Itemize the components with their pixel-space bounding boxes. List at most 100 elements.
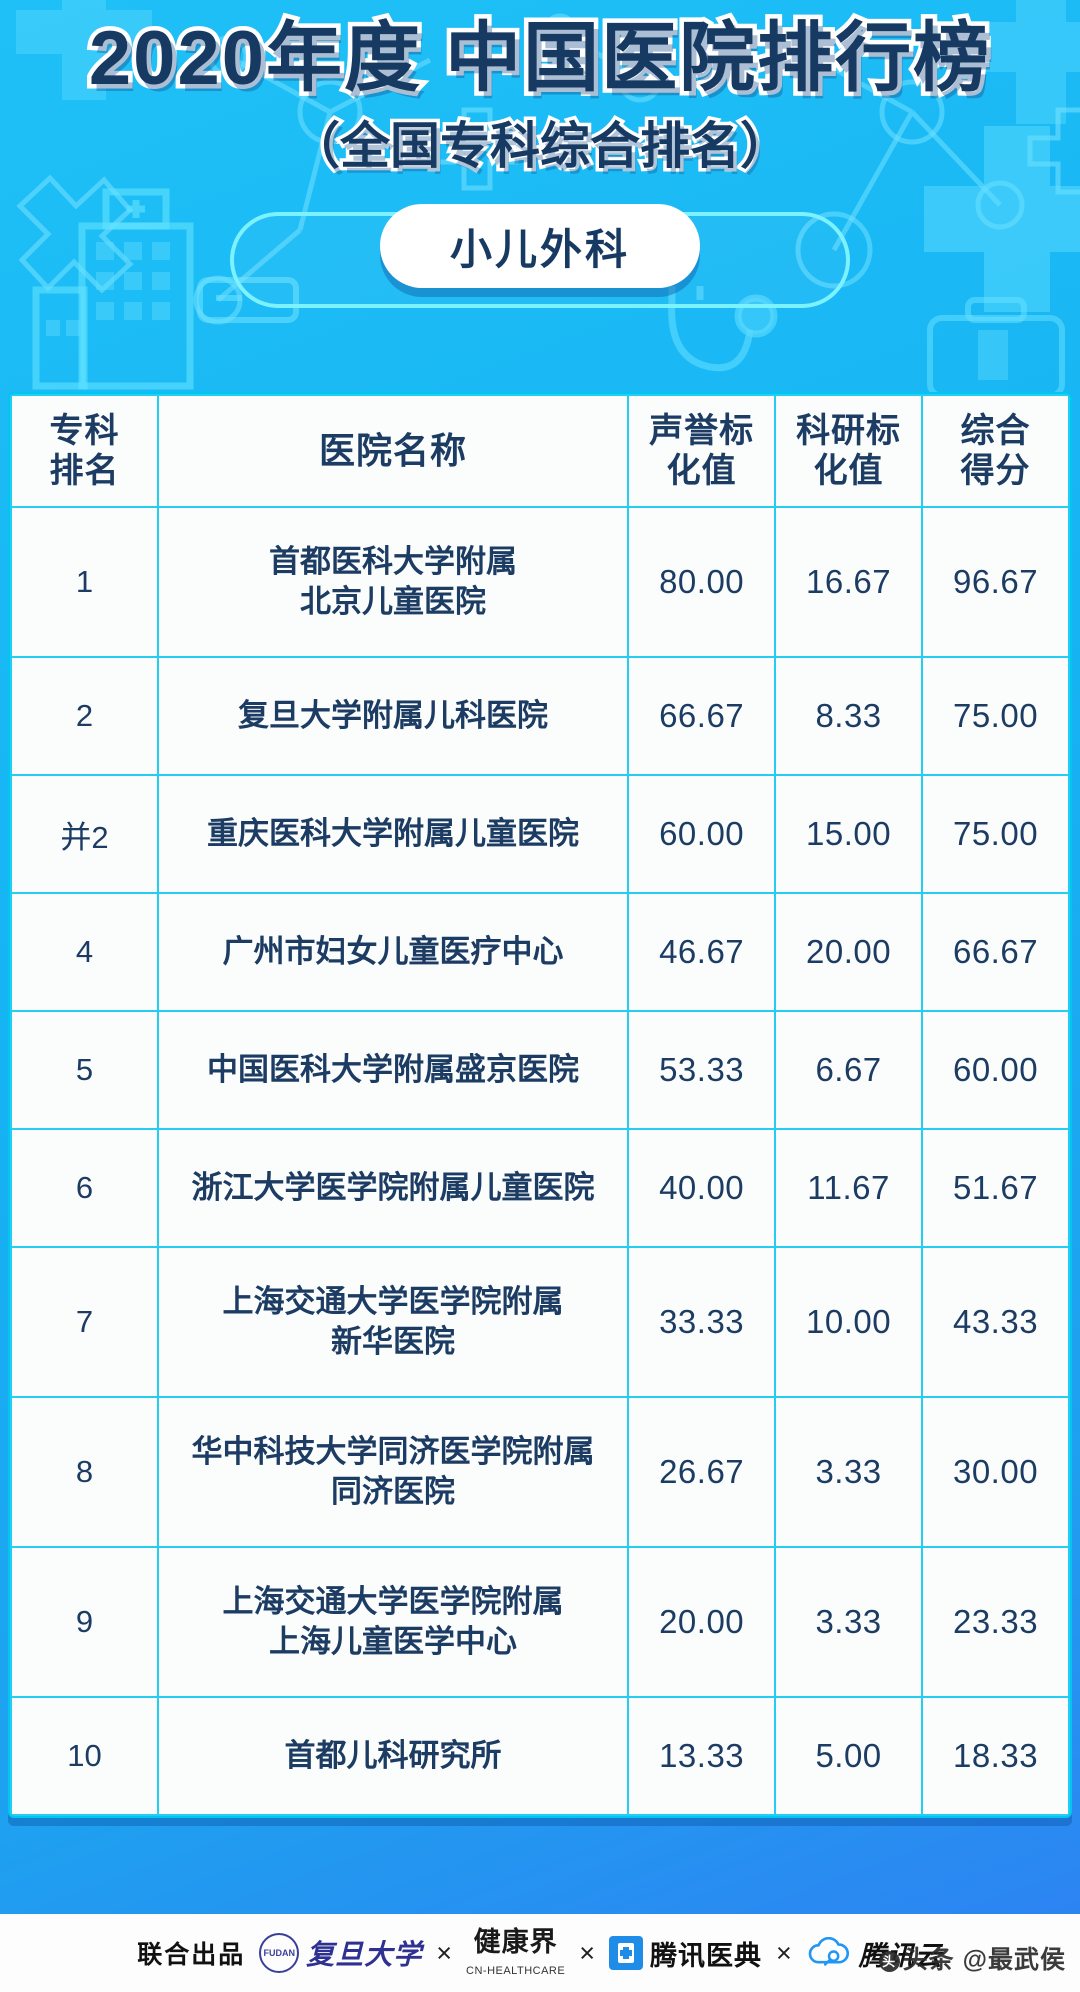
cell-total-score: 60.00	[921, 1010, 1070, 1130]
cell-reputation-score: 33.33	[627, 1246, 777, 1398]
table-header-row: 专科 排名 医院名称 声誉标 化值 科研标 化值 综合	[10, 394, 1070, 508]
cross-horizontal	[620, 1950, 632, 1956]
cell-rank: 7	[10, 1246, 159, 1398]
hospital-name-line2: 同济医院	[331, 1474, 456, 1509]
column-header-reputation-score: 声誉标 化值	[627, 394, 777, 508]
cell-reputation-score: 53.33	[627, 1010, 777, 1130]
hospital-name-line1: 重庆医科大学附属儿童医院	[207, 815, 580, 851]
cell-rank: 10	[10, 1696, 159, 1816]
footer-produced-by-label: 联合出品	[137, 1941, 246, 1969]
cell-hospital-name: 首都医科大学附属 北京儿童医院	[156, 506, 630, 658]
column-header-research-score: 科研标 化值	[774, 394, 924, 508]
cell-rank: 5	[10, 1010, 159, 1130]
table-row: 并2 重庆医科大学附属儿童医院 60.00 15.00 75.00	[10, 774, 1070, 894]
cell-hospital-name: 浙江大学医学院附属儿童医院	[156, 1128, 630, 1248]
cell-rank: 6	[10, 1128, 159, 1248]
cell-hospital-name: 复旦大学附属儿科医院	[156, 656, 630, 776]
hospital-name-line1: 广州市妇女儿童医疗中心	[222, 933, 564, 969]
hospital-name-line1: 首都医科大学附属	[269, 543, 518, 579]
cell-total-score: 43.33	[921, 1246, 1070, 1398]
cell-rank: 4	[10, 892, 159, 1012]
cell-research-score: 5.00	[774, 1696, 924, 1816]
specialty-badge-label: 小儿外科	[449, 225, 630, 273]
cell-research-score: 3.33	[774, 1396, 924, 1548]
cell-hospital-name: 华中科技大学同济医学院附属 同济医院	[156, 1396, 630, 1548]
cell-total-score: 75.00	[921, 656, 1070, 776]
cell-reputation-score: 13.33	[627, 1696, 777, 1816]
cell-rank: 2	[10, 656, 159, 776]
hospital-name-line1: 上海交通大学医学院附属	[222, 1283, 564, 1319]
cell-reputation-score: 60.00	[627, 774, 777, 894]
cell-total-score: 66.67	[921, 892, 1070, 1012]
hospital-name-line2: 上海儿童医学中心	[269, 1624, 518, 1659]
separator-icon-1: ×	[436, 1937, 453, 1968]
partner-logo-cnhealthcare: 健康界 CN-HEALTHCARE	[466, 1929, 565, 1977]
table-row: 8 华中科技大学同济医学院附属 同济医院 26.67 3.33 30.00	[10, 1396, 1070, 1548]
hospital-name-line1: 中国医科大学附属盛京医院	[207, 1051, 580, 1087]
partner-logo-tencent-medipedia: 腾讯医典	[609, 1934, 762, 1973]
hospital-name-line2: 新华医院	[331, 1324, 456, 1359]
watermark: 头头条 @最武侯	[878, 1940, 1066, 1976]
cell-total-score: 18.33	[921, 1696, 1070, 1816]
cell-research-score: 20.00	[774, 892, 924, 1012]
table-row: 2 复旦大学附属儿科医院 66.67 8.33 75.00	[10, 656, 1070, 776]
ranking-table-container: 专科 排名 医院名称 声誉标 化值 科研标 化值 综合	[8, 392, 1072, 1818]
cell-hospital-name: 广州市妇女儿童医疗中心	[156, 892, 630, 1012]
hospital-name-line1: 华中科技大学同济医学院附属	[191, 1433, 595, 1469]
table-row: 10 首都儿科研究所 13.33 5.00 18.33	[10, 1696, 1070, 1816]
cell-reputation-score: 46.67	[627, 892, 777, 1012]
cell-total-score: 96.67	[921, 506, 1070, 658]
hospital-name-line2: 北京儿童医院	[300, 584, 487, 619]
table-head: 专科 排名 医院名称 声誉标 化值 科研标 化值 综合	[10, 394, 1070, 508]
cnhealthcare-wordmark: 健康界	[473, 1927, 558, 1957]
cell-hospital-name: 重庆医科大学附属儿童医院	[156, 774, 630, 894]
table-body: 1 首都医科大学附属 北京儿童医院 80.00 16.67 96.67 2 复旦大学附属儿科医…	[10, 506, 1070, 1816]
fudan-seal-icon: FUDAN	[259, 1933, 300, 1973]
cell-reputation-score: 66.67	[627, 656, 777, 776]
cell-rank: 8	[10, 1396, 159, 1548]
cell-hospital-name: 首都儿科研究所	[156, 1696, 630, 1816]
cell-research-score: 6.67	[774, 1010, 924, 1130]
hospital-name-line1: 首都儿科研究所	[284, 1737, 502, 1773]
cell-research-score: 11.67	[774, 1128, 924, 1248]
column-header-total-score: 综合 得分	[921, 394, 1070, 508]
watermark-badge-icon: 头	[878, 1951, 900, 1972]
cell-research-score: 15.00	[774, 774, 924, 894]
cell-reputation-score: 80.00	[627, 506, 777, 658]
partner-logo-tencent-cloud: 腾讯云	[806, 1934, 943, 1973]
cell-research-score: 10.00	[774, 1246, 924, 1398]
separator-icon-2: ×	[579, 1937, 595, 1968]
cell-total-score: 75.00	[921, 774, 1070, 894]
cell-reputation-score: 20.00	[627, 1546, 777, 1698]
partner-logo-fudan: FUDAN 复旦大学	[259, 1933, 422, 1973]
book-icon	[609, 1936, 643, 1970]
cell-research-score: 16.67	[774, 506, 924, 658]
table-row: 5 中国医科大学附属盛京医院 53.33 6.67 60.00	[10, 1010, 1070, 1130]
cell-total-score: 51.67	[921, 1128, 1070, 1248]
column-header-hospital-name: 医院名称	[156, 394, 630, 508]
footer-credits: 联合出品 FUDAN 复旦大学 × 健康界 CN-HEALTHCARE × 腾讯…	[0, 1914, 1080, 1992]
page-title: 2020年度 中国医院排行榜	[84, 13, 993, 104]
cell-rank: 1	[10, 506, 159, 658]
cell-total-score: 23.33	[921, 1546, 1070, 1698]
cell-hospital-name: 上海交通大学医学院附属 新华医院	[156, 1246, 630, 1398]
hospital-name-line1: 浙江大学医学院附属儿童医院	[191, 1169, 595, 1205]
separator-icon-3: ×	[776, 1937, 792, 1968]
cloud-icon	[808, 1937, 849, 1966]
ranking-table: 专科 排名 医院名称 声誉标 化值 科研标 化值 综合	[10, 394, 1070, 1816]
cell-rank: 9	[10, 1546, 159, 1698]
specialty-badge-wrapper: 小儿外科	[230, 204, 850, 316]
table-row: 9 上海交通大学医学院附属 上海儿童医学中心 20.00 3.33 23.33	[10, 1546, 1070, 1698]
cnhealthcare-subtitle: CN-HEALTHCARE	[466, 1965, 566, 1977]
specialty-badge: 小儿外科	[380, 204, 700, 289]
cell-reputation-score: 40.00	[627, 1128, 777, 1248]
hospital-name-line1: 复旦大学附属儿科医院	[238, 697, 549, 733]
tencent-medipedia-wordmark: 腾讯医典	[650, 1940, 762, 1971]
cell-hospital-name: 中国医科大学附属盛京医院	[156, 1010, 630, 1130]
fudan-wordmark: 复旦大学	[306, 1939, 423, 1970]
table-row: 6 浙江大学医学院附属儿童医院 40.00 11.67 51.67	[10, 1128, 1070, 1248]
table-row: 7 上海交通大学医学院附属 新华医院 33.33 10.00 43.33	[10, 1246, 1070, 1398]
page-subtitle: （全国专科综合排名）	[287, 115, 794, 178]
tencent-cloud-wordmark: 腾讯云	[858, 1940, 943, 1971]
